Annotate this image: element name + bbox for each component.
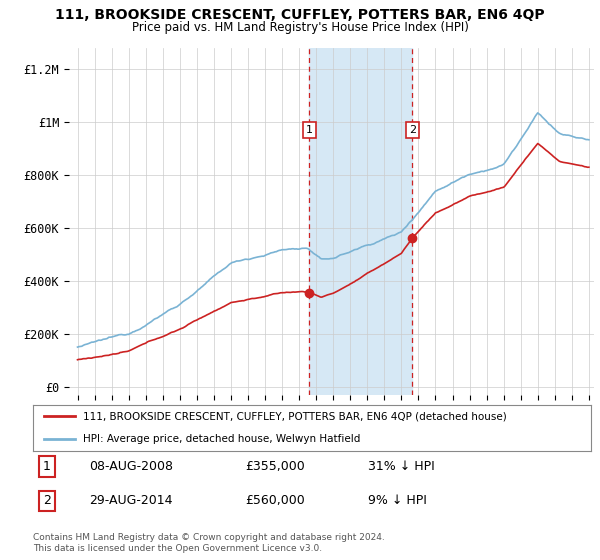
Text: 1: 1	[306, 125, 313, 135]
Text: 31% ↓ HPI: 31% ↓ HPI	[368, 460, 434, 473]
Text: 08-AUG-2008: 08-AUG-2008	[89, 460, 173, 473]
Text: Contains HM Land Registry data © Crown copyright and database right 2024.
This d: Contains HM Land Registry data © Crown c…	[33, 533, 385, 553]
Text: 1: 1	[43, 460, 51, 473]
Text: £560,000: £560,000	[245, 494, 305, 507]
Text: 9% ↓ HPI: 9% ↓ HPI	[368, 494, 427, 507]
Text: 111, BROOKSIDE CRESCENT, CUFFLEY, POTTERS BAR, EN6 4QP: 111, BROOKSIDE CRESCENT, CUFFLEY, POTTER…	[55, 8, 545, 22]
Text: HPI: Average price, detached house, Welwyn Hatfield: HPI: Average price, detached house, Welw…	[83, 435, 361, 444]
Text: 2: 2	[43, 494, 51, 507]
Text: Price paid vs. HM Land Registry's House Price Index (HPI): Price paid vs. HM Land Registry's House …	[131, 21, 469, 34]
Text: £355,000: £355,000	[245, 460, 305, 473]
Text: 29-AUG-2014: 29-AUG-2014	[89, 494, 172, 507]
Text: 111, BROOKSIDE CRESCENT, CUFFLEY, POTTERS BAR, EN6 4QP (detached house): 111, BROOKSIDE CRESCENT, CUFFLEY, POTTER…	[83, 412, 507, 421]
Text: 2: 2	[409, 125, 416, 135]
Bar	[310, 48, 412, 395]
